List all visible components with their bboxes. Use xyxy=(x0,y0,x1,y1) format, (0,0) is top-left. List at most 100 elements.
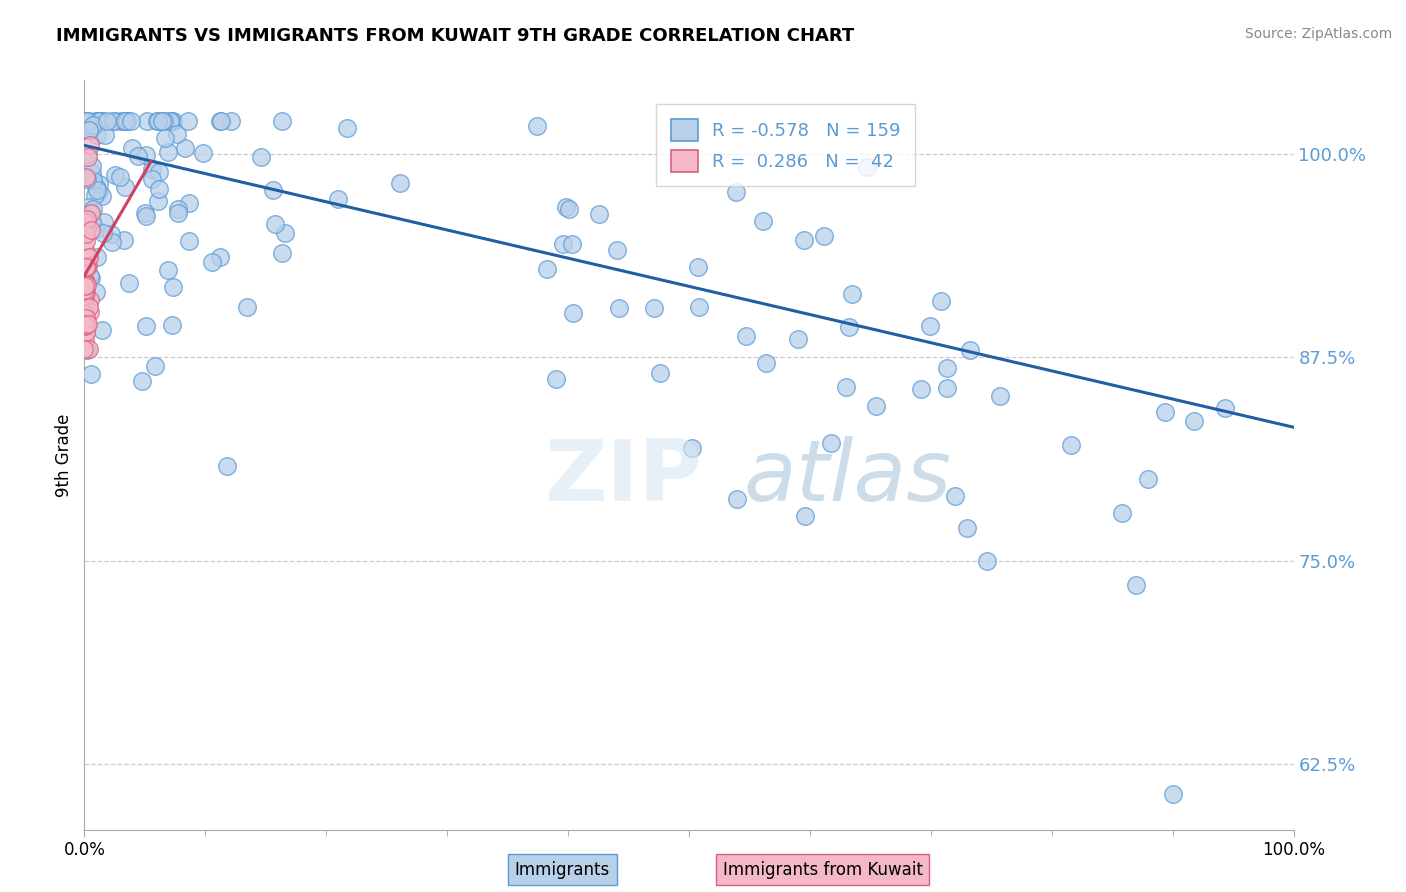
Point xyxy=(75,227,97,241)
Point xyxy=(135,210,157,224)
Point xyxy=(725,185,748,199)
Point xyxy=(110,114,132,128)
Point xyxy=(115,114,138,128)
Point xyxy=(526,119,548,133)
Point xyxy=(643,301,665,316)
Point xyxy=(75,244,97,258)
Point xyxy=(89,114,111,128)
Point xyxy=(82,118,104,132)
Point xyxy=(100,235,122,249)
Point xyxy=(77,200,100,214)
Point xyxy=(79,305,101,319)
Point xyxy=(80,215,103,229)
Point xyxy=(918,318,941,333)
Point xyxy=(73,342,96,356)
Point xyxy=(929,293,952,308)
Point xyxy=(90,114,112,128)
Point xyxy=(75,318,97,332)
Point xyxy=(152,114,174,128)
Point xyxy=(120,114,142,128)
Point xyxy=(166,202,188,217)
Point xyxy=(555,201,578,215)
Point xyxy=(215,459,238,474)
Point xyxy=(271,246,294,260)
Point xyxy=(76,317,98,331)
Legend: R = -0.578   N = 159, R =  0.286   N =  42: R = -0.578 N = 159, R = 0.286 N = 42 xyxy=(657,104,915,186)
Point xyxy=(179,234,201,248)
Point xyxy=(1111,507,1133,521)
Point xyxy=(87,178,110,192)
Point xyxy=(328,192,350,206)
Point xyxy=(607,301,630,316)
Point xyxy=(134,206,156,220)
Point xyxy=(86,114,108,128)
Point xyxy=(755,356,778,370)
Point xyxy=(336,120,359,135)
Text: Immigrants from Kuwait: Immigrants from Kuwait xyxy=(723,861,922,879)
Point xyxy=(83,187,105,202)
Point xyxy=(752,214,775,228)
Point xyxy=(73,276,96,290)
Point xyxy=(90,323,112,337)
Point xyxy=(84,222,107,236)
Point xyxy=(76,343,98,357)
Point xyxy=(1060,438,1083,452)
Point xyxy=(588,207,610,221)
Point xyxy=(76,234,98,248)
Point xyxy=(935,360,957,375)
Point xyxy=(82,173,104,187)
Point xyxy=(219,114,242,128)
Point xyxy=(82,159,104,173)
Point xyxy=(76,259,98,273)
Text: ZIP: ZIP xyxy=(544,436,702,519)
Point xyxy=(648,366,671,380)
Text: Source: ZipAtlas.com: Source: ZipAtlas.com xyxy=(1244,27,1392,41)
Point xyxy=(1154,404,1177,418)
Point xyxy=(77,342,100,356)
Point xyxy=(131,374,153,388)
Text: atlas: atlas xyxy=(744,436,952,519)
Point xyxy=(820,435,842,450)
Point xyxy=(86,250,108,264)
Point xyxy=(536,261,558,276)
Point xyxy=(79,271,101,285)
Point xyxy=(75,304,97,318)
Point xyxy=(688,300,710,314)
Point xyxy=(735,329,758,343)
Point xyxy=(75,318,97,333)
Point xyxy=(136,114,159,128)
Point xyxy=(155,130,177,145)
Point xyxy=(114,180,136,194)
Point xyxy=(135,319,157,334)
Point xyxy=(1161,787,1184,801)
Point xyxy=(86,184,108,198)
Point xyxy=(73,290,96,304)
Point xyxy=(162,114,184,128)
Point xyxy=(76,224,98,238)
Point xyxy=(191,145,214,160)
Point xyxy=(75,277,97,292)
Point xyxy=(90,114,112,128)
Point xyxy=(79,122,101,136)
Point xyxy=(208,250,231,264)
Point xyxy=(75,276,97,290)
Point xyxy=(1213,401,1236,415)
Point xyxy=(935,380,957,394)
Point xyxy=(79,138,101,153)
Point xyxy=(114,114,136,128)
Point xyxy=(118,276,141,290)
Point xyxy=(80,206,103,220)
Point xyxy=(75,260,97,274)
Point xyxy=(793,233,815,247)
Point xyxy=(127,149,149,163)
Point xyxy=(75,114,97,128)
Point xyxy=(156,145,179,160)
Point xyxy=(159,114,181,128)
Point xyxy=(157,263,180,277)
Point xyxy=(75,283,97,297)
Point xyxy=(956,521,979,535)
Point xyxy=(727,491,749,506)
Point xyxy=(103,114,125,128)
Point xyxy=(209,114,232,128)
Point xyxy=(73,272,96,286)
